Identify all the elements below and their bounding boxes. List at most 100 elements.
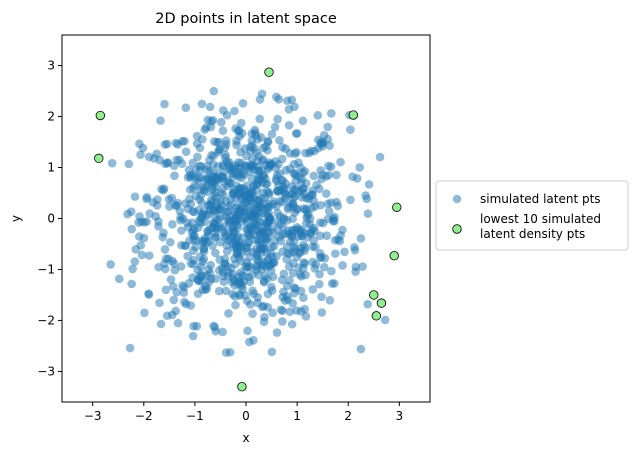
data-point-simulated <box>275 135 284 145</box>
data-point-simulated <box>233 201 242 210</box>
data-point-simulated <box>309 236 319 245</box>
data-point-simulated <box>211 248 220 258</box>
data-point-simulated <box>338 261 347 270</box>
data-point-simulated <box>262 179 272 189</box>
data-point-simulated <box>176 262 186 271</box>
data-point-simulated <box>243 262 253 271</box>
data-point-simulated <box>243 326 252 336</box>
data-point-simulated <box>197 99 207 109</box>
data-point-simulated <box>327 266 336 276</box>
y-axis-label: y <box>9 215 23 222</box>
data-point-simulated <box>268 272 278 282</box>
data-point-simulated <box>169 161 179 171</box>
data-point-simulated <box>124 159 134 169</box>
data-point-simulated <box>168 220 177 229</box>
data-point-simulated <box>258 240 267 250</box>
data-point-simulated <box>214 266 224 275</box>
data-point-simulated <box>231 124 240 133</box>
data-point-simulated <box>236 118 246 128</box>
data-point-simulated <box>236 279 246 288</box>
legend-marker-simulated <box>452 194 462 204</box>
data-point-simulated <box>206 122 216 132</box>
data-point-simulated <box>323 199 333 209</box>
data-point-simulated <box>127 224 137 234</box>
data-point-simulated <box>195 161 205 171</box>
data-point-simulated <box>313 111 323 120</box>
data-point-simulated <box>228 173 238 182</box>
data-point-simulated <box>137 250 147 260</box>
data-point-lowest-density <box>237 382 247 392</box>
data-point-simulated <box>162 311 172 320</box>
data-point-simulated <box>302 213 312 223</box>
data-point-simulated <box>188 158 198 168</box>
data-point-simulated <box>324 170 334 180</box>
data-point-simulated <box>218 126 228 136</box>
data-point-simulated <box>266 265 276 275</box>
data-point-simulated <box>240 186 249 195</box>
data-point-simulated <box>214 286 224 296</box>
data-point-simulated <box>267 129 277 139</box>
data-point-simulated <box>313 135 323 145</box>
data-point-simulated <box>188 331 198 341</box>
data-point-lowest-density <box>392 202 402 212</box>
data-point-simulated <box>242 296 252 306</box>
data-point-simulated <box>322 231 332 241</box>
data-point-simulated <box>130 257 140 266</box>
data-point-simulated <box>290 192 300 201</box>
data-point-simulated <box>242 243 252 253</box>
data-point-simulated <box>213 147 223 157</box>
data-point-simulated <box>288 258 298 268</box>
x-tick-label: 3 <box>396 409 404 423</box>
data-point-simulated <box>218 160 228 169</box>
data-point-simulated <box>165 202 174 211</box>
data-point-simulated <box>274 94 284 104</box>
data-point-simulated <box>202 238 212 247</box>
data-point-simulated <box>221 348 231 357</box>
data-point-simulated <box>210 191 219 200</box>
data-point-simulated <box>198 257 207 267</box>
data-point-lowest-density <box>95 110 106 121</box>
data-point-simulated <box>259 276 269 286</box>
data-point-simulated <box>311 260 321 269</box>
data-point-simulated <box>254 226 264 236</box>
data-point-simulated <box>279 287 288 297</box>
data-point-simulated <box>319 130 329 140</box>
data-point-simulated <box>125 343 135 353</box>
data-point-simulated <box>189 259 198 269</box>
data-point-simulated <box>188 170 197 180</box>
data-point-simulated <box>272 186 282 196</box>
data-point-simulated <box>220 153 230 162</box>
data-point-simulated <box>160 245 170 254</box>
data-point-simulated <box>183 251 192 261</box>
data-point-simulated <box>209 86 219 96</box>
data-point-simulated <box>306 146 316 156</box>
data-point-simulated <box>265 227 274 237</box>
data-point-simulated <box>249 335 258 345</box>
data-point-simulated <box>299 258 309 267</box>
data-point-lowest-density <box>389 251 399 261</box>
data-point-lowest-density <box>371 311 382 321</box>
data-point-simulated <box>315 269 324 279</box>
x-tick-label: 0 <box>242 409 250 423</box>
data-point-simulated <box>213 170 223 180</box>
data-point-simulated <box>324 161 333 171</box>
data-point-simulated <box>298 116 308 126</box>
data-point-simulated <box>201 282 211 291</box>
data-point-simulated <box>189 246 198 256</box>
data-point-simulated <box>285 275 294 285</box>
data-point-simulated <box>181 241 191 250</box>
data-point-simulated <box>230 254 239 263</box>
data-point-simulated <box>273 208 282 218</box>
data-point-simulated <box>259 301 269 311</box>
data-point-simulated <box>207 151 216 160</box>
data-point-simulated <box>297 231 307 241</box>
data-point-simulated <box>126 207 136 216</box>
x-axis-ticks: −3 −2 −1 0 1 2 3 <box>84 402 403 423</box>
data-point-simulated <box>287 229 296 239</box>
data-point-simulated <box>208 159 218 169</box>
data-point-simulated <box>230 106 239 116</box>
data-point-simulated <box>181 147 191 156</box>
data-point-simulated <box>223 181 232 191</box>
data-point-simulated <box>140 308 149 318</box>
